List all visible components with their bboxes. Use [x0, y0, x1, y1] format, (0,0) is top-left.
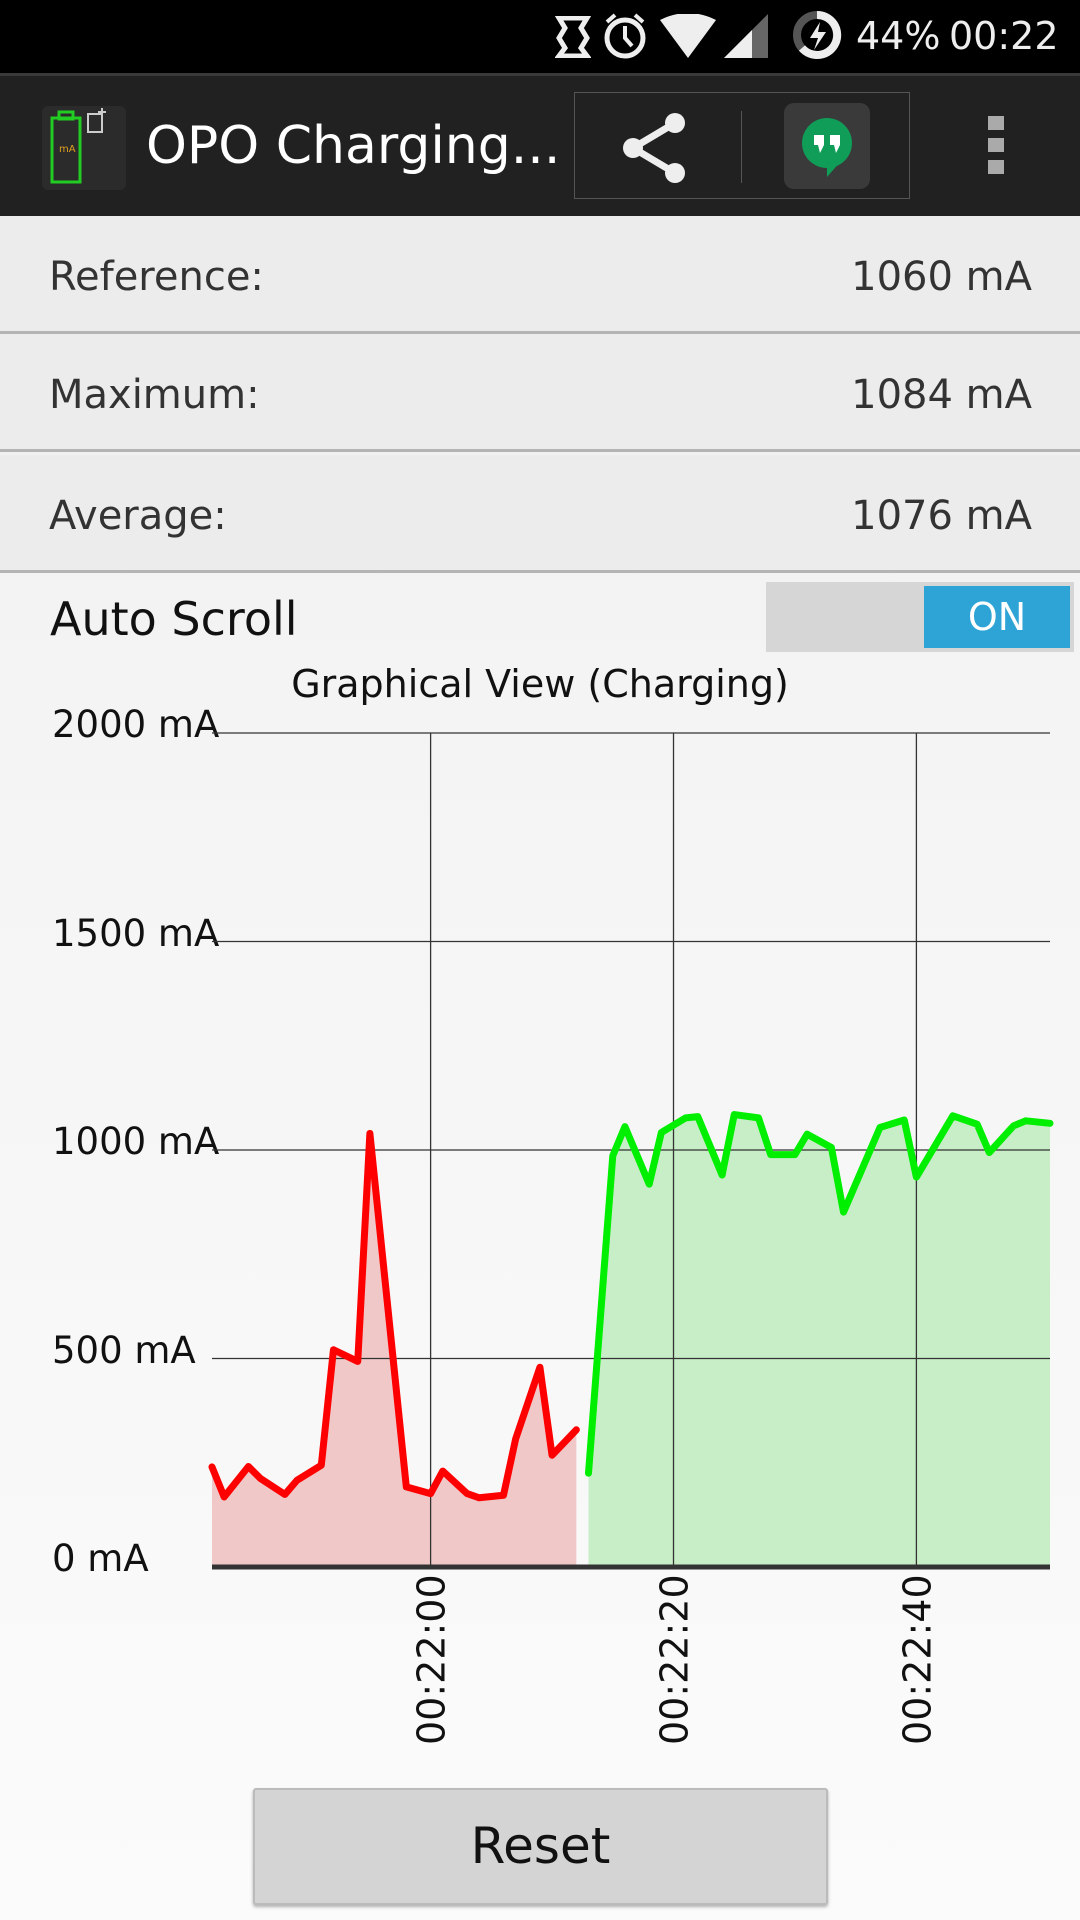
stat-value: 1060 mA — [851, 254, 1032, 300]
y-tick-label: 1000 mA — [52, 1120, 220, 1163]
stat-row-maximum: Maximum: 1084 mA — [0, 334, 1080, 452]
action-group — [574, 92, 910, 199]
x-tick-label: 00:22:20 — [653, 1574, 697, 1745]
reset-button[interactable]: Reset — [253, 1788, 828, 1905]
series-0-line — [208, 1129, 580, 1502]
action-divider — [741, 111, 742, 183]
clock: 00:22 — [949, 14, 1059, 58]
y-tick-label: 2000 mA — [52, 703, 220, 746]
app-toolbar: mA OPO Charging... — [0, 73, 1080, 216]
x-tick-label: 00:22:00 — [410, 1574, 454, 1745]
y-tick-label: 1500 mA — [52, 911, 220, 955]
stat-label: Maximum: — [49, 372, 260, 418]
hangouts-icon[interactable] — [784, 103, 870, 189]
battery-percent: 44% — [856, 14, 941, 58]
battery-charging-icon — [793, 10, 842, 59]
status-bar: 44% 00:22 — [0, 0, 1080, 73]
stat-label: Reference: — [49, 254, 264, 300]
series-0-area — [212, 1133, 577, 1567]
app-title: OPO Charging... — [146, 116, 561, 176]
stat-row-average: Average: 1076 mA — [0, 455, 1080, 573]
auto-scroll-label: Auto Scroll — [50, 592, 298, 646]
stat-value: 1084 mA — [851, 372, 1032, 418]
wifi-icon — [660, 14, 716, 58]
series-1-area — [588, 1114, 1050, 1567]
auto-scroll-toggle[interactable]: ON — [766, 582, 1074, 652]
nfc-icon — [555, 16, 591, 58]
svg-text:mA: mA — [59, 144, 76, 155]
toggle-on-thumb: ON — [924, 586, 1070, 648]
chart-title: Graphical View (Charging) — [291, 662, 789, 706]
signal-icon — [724, 14, 768, 58]
alarm-icon — [604, 13, 646, 59]
app-logo-icon[interactable]: mA — [42, 106, 126, 190]
overflow-menu-icon[interactable] — [986, 116, 1006, 178]
stat-row-reference: Reference: 1060 mA — [0, 216, 1080, 334]
stat-value: 1076 mA — [851, 493, 1032, 539]
stat-label: Average: — [49, 493, 227, 539]
y-tick-label: 0 mA — [52, 1537, 149, 1580]
series-1-line — [584, 1111, 1054, 1477]
y-tick-label: 500 mA — [52, 1328, 196, 1372]
x-tick-label: 00:22:40 — [895, 1574, 939, 1745]
share-icon[interactable] — [619, 113, 689, 183]
